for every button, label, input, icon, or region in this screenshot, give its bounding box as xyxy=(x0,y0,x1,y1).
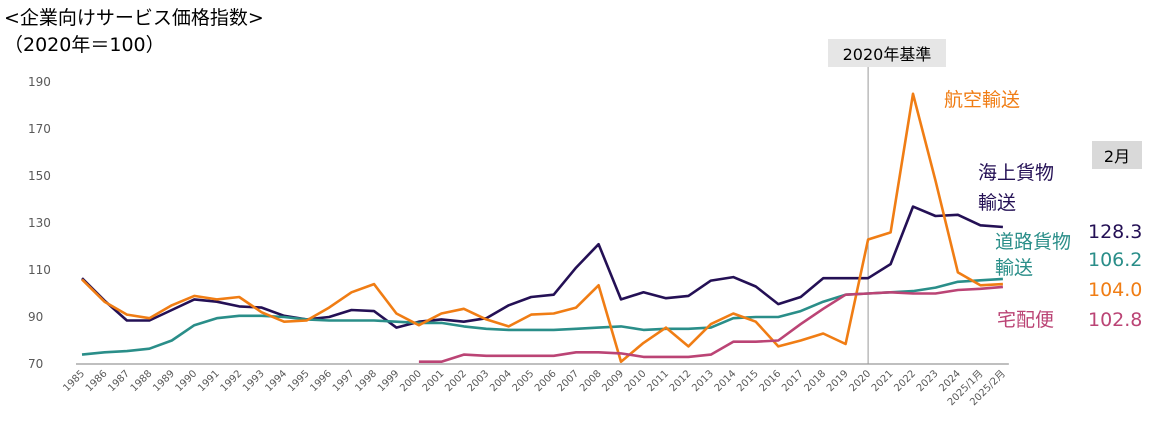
x-tick-label: 2023 xyxy=(915,368,941,394)
x-tick-label: 2018 xyxy=(803,368,829,394)
x-tick-label: 2012 xyxy=(668,368,694,394)
x-tick-label: 2021 xyxy=(870,368,896,394)
y-tick-label: 70 xyxy=(28,357,43,371)
series-label-sea: 海上貨物 xyxy=(978,162,1054,184)
x-tick-label: 1998 xyxy=(353,368,379,394)
series-label-road: 輸送 xyxy=(995,257,1033,279)
x-tick-label: 2007 xyxy=(555,368,581,394)
month-box: 2月 xyxy=(1092,141,1142,169)
series-label-air: 航空輸送 xyxy=(944,89,1020,111)
x-tick-label: 2017 xyxy=(780,368,806,394)
x-tick-label: 2020 xyxy=(847,368,873,394)
x-tick-label: 2011 xyxy=(645,368,671,394)
x-tick-label: 1987 xyxy=(106,368,132,394)
base-year-box xyxy=(828,39,946,67)
y-tick-label: 150 xyxy=(28,169,51,183)
month-label: 2月 xyxy=(1104,147,1130,166)
x-tick-label: 2006 xyxy=(533,368,559,394)
series-label-parcel: 宅配便 xyxy=(997,309,1054,331)
series-line-air xyxy=(81,92,1003,363)
end-value-labels: 128.3 106.2 104.0 102.8 xyxy=(1088,221,1142,331)
x-tick-label: 2014 xyxy=(713,368,739,394)
end-value-air: 104.0 xyxy=(1088,279,1142,301)
end-value-road: 106.2 xyxy=(1088,249,1142,271)
x-tick-label: 2013 xyxy=(690,368,716,394)
x-tick-label: 2009 xyxy=(600,368,626,394)
y-tick-label: 110 xyxy=(28,263,51,277)
series-line-parcel xyxy=(418,285,1004,363)
x-tick-label: 1995 xyxy=(286,368,312,394)
x-tick-label: 1989 xyxy=(151,368,177,394)
y-tick-label: 190 xyxy=(28,75,51,89)
x-tick-label: 1999 xyxy=(376,368,402,394)
end-value-sea: 128.3 xyxy=(1088,221,1142,243)
x-tick-label: 1994 xyxy=(263,368,289,394)
x-tick-label: 2002 xyxy=(443,368,469,394)
x-tick-label: 1996 xyxy=(308,368,334,394)
x-tick-label: 2004 xyxy=(488,368,514,394)
x-tick-label: 1990 xyxy=(174,368,200,394)
x-tick-label: 1988 xyxy=(129,368,155,394)
series-line-road xyxy=(81,277,1003,356)
series-label-road: 道路貨物 xyxy=(995,231,1071,253)
y-tick-label: 90 xyxy=(28,310,43,324)
x-tick-label: 2019 xyxy=(825,368,851,394)
y-tick-label: 170 xyxy=(28,122,51,136)
x-tick-label: 2001 xyxy=(421,368,447,394)
x-tick-label: 1992 xyxy=(219,368,245,394)
chart-subtitle: （2020年＝100） xyxy=(4,34,165,56)
x-tick-label: 1997 xyxy=(331,368,357,394)
x-tick-label: 2022 xyxy=(892,368,918,394)
x-axis-labels: 1985198619871988198919901991199219931994… xyxy=(61,368,1008,408)
series-line-sea xyxy=(81,205,1003,329)
x-tick-label: 2008 xyxy=(578,368,604,394)
base-year-label: 2020年基準 xyxy=(843,45,932,64)
x-tick-label: 1993 xyxy=(241,368,267,394)
y-axis-labels: 190 170 150 130 110 90 70 xyxy=(28,75,51,371)
x-tick-label: 2005 xyxy=(511,368,537,394)
chart-title: <企業向けサービス価格指数> xyxy=(4,7,264,29)
series-lines xyxy=(81,92,1004,363)
x-tick-label: 1991 xyxy=(196,368,222,394)
x-tick-label: 1985 xyxy=(61,368,87,394)
series-label-sea: 輸送 xyxy=(978,192,1016,214)
x-tick-label: 2003 xyxy=(466,368,492,394)
base-year-marker: 2020年基準 xyxy=(828,39,946,364)
x-tick-label: 2000 xyxy=(398,368,424,394)
y-tick-label: 130 xyxy=(28,216,51,230)
x-tick-label: 2010 xyxy=(623,368,649,394)
month-box-bg xyxy=(1092,141,1142,169)
end-value-parcel: 102.8 xyxy=(1088,309,1142,331)
x-tick-label: 2016 xyxy=(758,368,784,394)
x-tick-label: 2015 xyxy=(735,368,761,394)
x-tick-label: 1986 xyxy=(84,368,110,394)
